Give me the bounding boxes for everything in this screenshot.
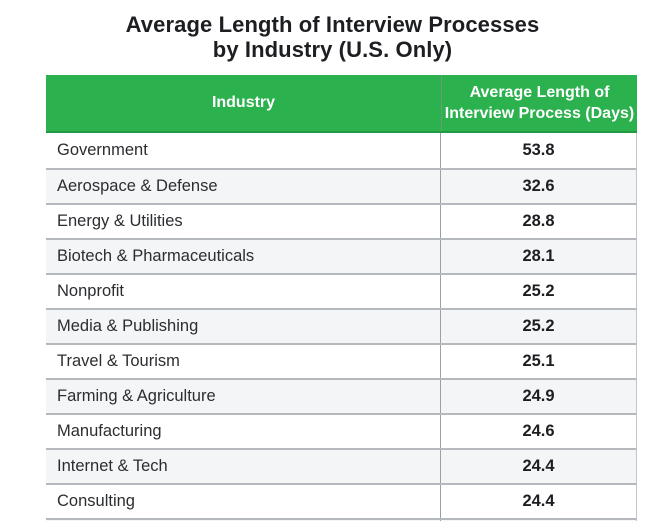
- table-row: Travel & Tourism 25.1: [46, 343, 637, 378]
- industry-cell: Nonprofit: [57, 282, 124, 300]
- value-cell: 25.1: [440, 345, 636, 378]
- table-row: Aerospace & Defense 32.6: [46, 168, 637, 203]
- chart-title: Average Length of Interview Processes by …: [0, 12, 665, 62]
- table-row: Biotech & Pharmaceuticals 28.1: [46, 238, 637, 273]
- header-average-length: Average Length of Interview Process (Days…: [441, 75, 637, 131]
- table-row: Manufacturing 24.6: [46, 413, 637, 448]
- industry-cell: Farming & Agriculture: [57, 387, 216, 405]
- table-header-row: Industry Average Length of Interview Proc…: [46, 75, 637, 133]
- header-industry: Industry: [211, 94, 276, 111]
- industry-cell: Energy & Utilities: [57, 212, 183, 230]
- table-body: Government 53.8 Aerospace & Defense 32.6 Ene…: [46, 133, 637, 521]
- value-cell: 25.2: [440, 275, 636, 308]
- header-average-length-line2: Interview Process (Days): [444, 105, 635, 122]
- interview-length-table: Industry Average Length of Interview Proc…: [46, 75, 637, 521]
- value-cell: 28.1: [440, 240, 636, 273]
- table-row: Government 53.8: [46, 133, 637, 168]
- value-cell: 25.2: [440, 310, 636, 343]
- value-cell: 24.4: [440, 450, 636, 483]
- value-cell: 24.9: [440, 380, 636, 413]
- chart-title-line1: Average Length of Interview Processes: [125, 12, 540, 37]
- industry-cell: Biotech & Pharmaceuticals: [57, 247, 255, 265]
- table-row: Farming & Agriculture 24.9: [46, 378, 637, 413]
- chart-title-line2: by Industry (U.S. Only): [212, 37, 453, 62]
- value-cell: 32.6: [440, 170, 636, 203]
- value-cell: 53.8: [440, 133, 636, 168]
- table-row: Energy & Utilities 28.8: [46, 203, 637, 238]
- table-row: Consulting 24.4: [46, 483, 637, 518]
- table-row: Internet & Tech 24.4: [46, 448, 637, 483]
- industry-cell: Internet & Tech: [57, 457, 168, 475]
- header-average-length-line1: Average Length of: [469, 84, 610, 101]
- table-row: Nonprofit 25.2: [46, 273, 637, 308]
- industry-cell: Manufacturing: [57, 422, 162, 440]
- value-cell: 24.6: [440, 415, 636, 448]
- value-cell: 24.4: [440, 485, 636, 518]
- industry-cell: Government: [57, 141, 148, 159]
- industry-cell: Consulting: [57, 492, 135, 510]
- industry-cell: Travel & Tourism: [57, 352, 180, 370]
- industry-cell: Media & Publishing: [57, 317, 199, 335]
- industry-cell: Aerospace & Defense: [57, 177, 218, 195]
- value-cell: 28.8: [440, 205, 636, 238]
- table-row: Media & Publishing 25.2: [46, 308, 637, 343]
